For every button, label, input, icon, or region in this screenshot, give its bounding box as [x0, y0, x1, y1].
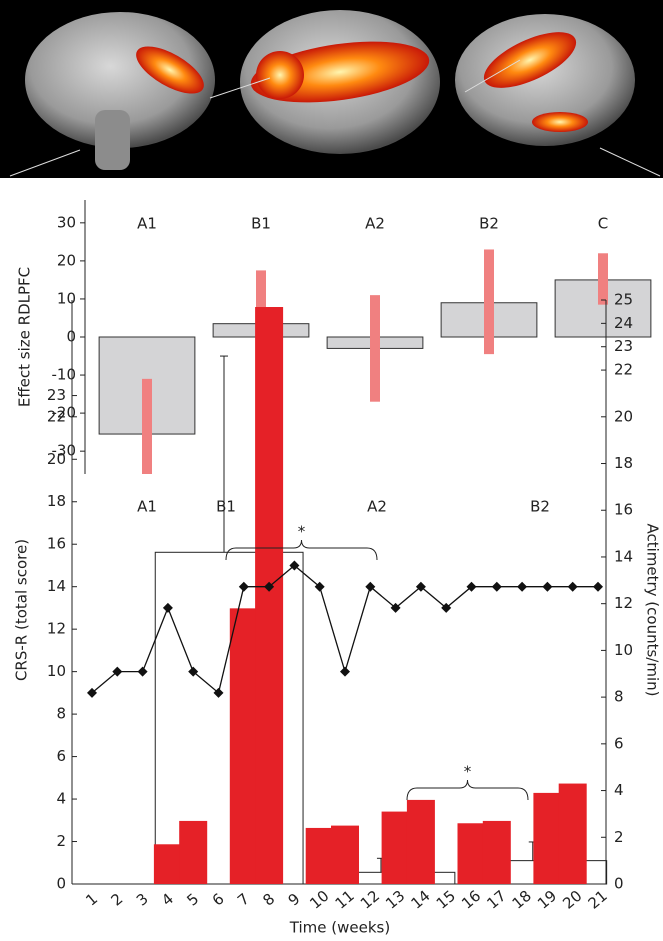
marker: [163, 603, 173, 613]
interval: [142, 379, 152, 474]
y-tick-label: 10: [57, 289, 76, 307]
phase-label: B1: [216, 498, 236, 516]
bracket: [407, 780, 528, 800]
bar: [306, 828, 334, 884]
y-tick-label: 22: [47, 407, 66, 425]
y-tick-label: 0: [56, 875, 66, 893]
interval: [598, 253, 608, 304]
y-tick-label: 8: [56, 705, 66, 723]
marker: [340, 667, 350, 677]
x-tick-label: 17: [483, 887, 509, 913]
x-tick-label: 12: [357, 887, 383, 913]
significance: *: [298, 523, 306, 541]
bar: [331, 826, 359, 884]
y2-tick-label: 6: [614, 734, 624, 752]
x-tick-label: 21: [585, 887, 611, 913]
x-tick-label: 7: [234, 890, 253, 910]
y2-tick-label: 2: [614, 828, 624, 846]
y2-axis-label: Actimetry (counts/min): [644, 523, 662, 696]
marker: [593, 582, 603, 592]
y-tick-label: 12: [47, 620, 66, 638]
bar: [407, 800, 435, 884]
category-label: A2: [365, 215, 385, 233]
y-axis-label: CRS-R (total score): [13, 539, 31, 681]
y-tick-label: 14: [47, 577, 66, 595]
x-tick-label: 1: [82, 890, 101, 910]
x-tick-label: 18: [509, 887, 535, 913]
y-tick-label: 23: [47, 386, 66, 404]
x-tick-label: 9: [285, 890, 304, 910]
y-axis-label: Effect size RDLPFC: [16, 267, 34, 407]
y-tick-label: 6: [56, 747, 66, 765]
y2-tick-label: 25: [614, 291, 633, 309]
x-tick-label: 13: [382, 887, 408, 913]
bar: [179, 821, 207, 884]
bar: [382, 812, 410, 884]
bar: [230, 608, 258, 884]
phase-label: B2: [530, 498, 550, 516]
y2-tick-label: 24: [614, 314, 633, 332]
bar: [483, 821, 511, 884]
interval: [370, 295, 380, 402]
y2-tick-label: 16: [614, 501, 633, 519]
x-tick-label: 8: [259, 890, 278, 910]
y-tick-label: 0: [66, 328, 76, 346]
phase-label: A2: [367, 498, 387, 516]
significance: *: [464, 763, 472, 781]
y-tick-label: 30: [57, 213, 76, 231]
marker: [492, 582, 502, 592]
category-label: B2: [479, 215, 499, 233]
marker: [568, 582, 578, 592]
x-tick-label: 19: [534, 887, 560, 913]
y2-tick-label: 10: [614, 641, 633, 659]
y2-tick-label: 14: [614, 547, 633, 565]
x-tick-label: 3: [133, 890, 152, 910]
marker: [542, 582, 552, 592]
y-tick-label: 4: [56, 790, 66, 808]
y2-tick-label: 0: [614, 875, 624, 893]
y2-tick-label: 20: [614, 407, 633, 425]
x-tick-label: 16: [458, 887, 484, 913]
x-tick-label: 11: [332, 887, 358, 913]
y-tick-label: 16: [47, 535, 66, 553]
x-tick-label: 14: [407, 887, 433, 913]
marker: [517, 582, 527, 592]
x-tick-label: 5: [183, 890, 202, 910]
category-label: B1: [251, 215, 271, 233]
bar: [255, 307, 283, 884]
bar: [533, 793, 561, 884]
y-tick-label: 18: [47, 492, 66, 510]
marker: [138, 667, 148, 677]
category-label: A1: [137, 215, 157, 233]
interval: [484, 249, 494, 354]
y-tick-label: 10: [47, 662, 66, 680]
phase-label: A1: [137, 498, 157, 516]
x-tick-label: 10: [306, 887, 332, 913]
x-tick-label: 20: [559, 887, 585, 913]
brain-images: [0, 0, 663, 178]
y2-tick-label: 8: [614, 688, 624, 706]
x-axis-label: Time (weeks): [289, 919, 390, 937]
bar: [458, 823, 486, 884]
category-label: C: [598, 215, 608, 233]
y-tick-label: 20: [47, 450, 66, 468]
y2-tick-label: 12: [614, 594, 633, 612]
y-tick-label: 20: [57, 251, 76, 269]
figure: Effect size RDLPFC CRS-R (total score) A…: [0, 0, 663, 941]
y2-tick-label: 23: [614, 337, 633, 355]
x-tick-label: 2: [108, 890, 127, 910]
marker: [239, 582, 249, 592]
x-tick-label: 4: [158, 890, 177, 910]
y-tick-label: 2: [56, 832, 66, 850]
y2-tick-label: 18: [614, 454, 633, 472]
x-tick-label: 6: [209, 890, 228, 910]
bar: [154, 844, 182, 884]
y2-tick-label: 22: [614, 361, 633, 379]
bracket: [226, 540, 377, 560]
x-tick-label: 15: [433, 887, 459, 913]
y2-tick-label: 4: [614, 781, 624, 799]
bar: [559, 784, 587, 884]
